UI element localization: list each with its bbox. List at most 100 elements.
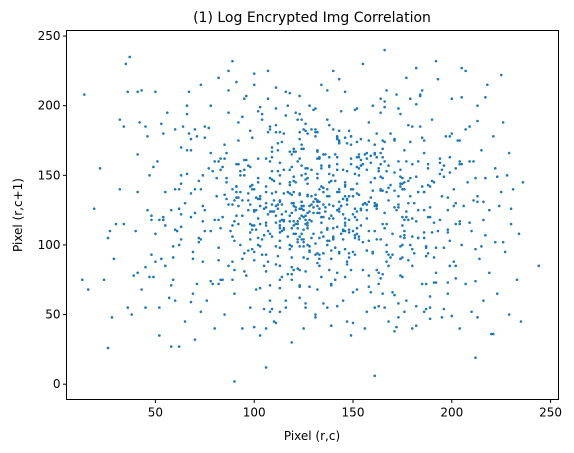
data-point bbox=[383, 306, 386, 309]
data-point bbox=[368, 230, 371, 233]
data-point bbox=[312, 232, 315, 235]
data-point bbox=[233, 292, 236, 295]
data-point bbox=[366, 209, 369, 212]
data-point bbox=[279, 231, 282, 234]
data-point bbox=[255, 288, 258, 291]
data-point bbox=[314, 131, 317, 134]
data-point bbox=[174, 228, 177, 231]
data-point bbox=[314, 316, 317, 319]
data-point bbox=[320, 167, 323, 170]
data-point bbox=[290, 278, 293, 281]
data-point bbox=[166, 111, 169, 114]
data-point bbox=[294, 232, 297, 235]
data-point bbox=[472, 160, 475, 163]
data-point bbox=[186, 173, 189, 176]
data-point bbox=[237, 121, 240, 124]
data-point bbox=[213, 327, 216, 330]
data-point bbox=[263, 265, 266, 268]
data-point bbox=[290, 273, 293, 276]
data-point bbox=[348, 252, 351, 255]
data-point bbox=[348, 231, 351, 234]
data-point bbox=[379, 97, 382, 100]
data-point bbox=[213, 219, 216, 222]
data-point bbox=[279, 131, 282, 134]
data-point bbox=[271, 235, 274, 238]
data-point bbox=[397, 107, 400, 110]
data-point bbox=[209, 280, 212, 283]
data-point bbox=[308, 245, 311, 248]
data-point bbox=[316, 205, 319, 208]
data-point bbox=[263, 234, 266, 237]
data-point bbox=[336, 163, 339, 166]
data-point bbox=[330, 249, 333, 252]
data-point bbox=[294, 150, 297, 153]
data-point bbox=[233, 269, 236, 272]
data-point bbox=[484, 177, 487, 180]
data-point bbox=[393, 189, 396, 192]
x-tick-label: 200 bbox=[440, 406, 463, 420]
data-point bbox=[377, 283, 380, 286]
data-point bbox=[354, 216, 357, 219]
data-point bbox=[441, 195, 444, 198]
data-point bbox=[429, 317, 432, 320]
data-point bbox=[283, 219, 286, 222]
data-point bbox=[170, 284, 173, 287]
data-point bbox=[342, 238, 345, 241]
data-point bbox=[217, 246, 220, 249]
data-point bbox=[520, 320, 523, 323]
data-point bbox=[391, 253, 394, 256]
data-point bbox=[196, 135, 199, 138]
data-point bbox=[326, 227, 329, 230]
data-point bbox=[458, 220, 461, 223]
data-point bbox=[308, 210, 311, 213]
data-point bbox=[288, 168, 291, 171]
data-point bbox=[403, 310, 406, 313]
data-point bbox=[285, 210, 288, 213]
data-point bbox=[423, 191, 426, 194]
data-point bbox=[421, 283, 424, 286]
data-point bbox=[316, 173, 319, 176]
data-point bbox=[494, 167, 497, 170]
data-point bbox=[160, 258, 163, 261]
data-point bbox=[393, 330, 396, 333]
data-point bbox=[373, 306, 376, 309]
data-point bbox=[474, 356, 477, 359]
data-point bbox=[237, 139, 240, 142]
data-point bbox=[241, 199, 244, 202]
data-point bbox=[458, 160, 461, 163]
data-point bbox=[113, 258, 116, 261]
data-point bbox=[395, 93, 398, 96]
data-point bbox=[304, 306, 307, 309]
chart-title: (1) Log Encrypted Img Correlation bbox=[193, 10, 431, 26]
data-point bbox=[271, 156, 274, 159]
data-point bbox=[399, 258, 402, 261]
data-point bbox=[306, 258, 309, 261]
data-point bbox=[178, 244, 181, 247]
data-point bbox=[441, 168, 444, 171]
data-point bbox=[348, 129, 351, 132]
data-point bbox=[474, 177, 477, 180]
data-point bbox=[202, 220, 205, 223]
data-point bbox=[172, 245, 175, 248]
data-point bbox=[279, 182, 282, 185]
data-point bbox=[383, 141, 386, 144]
data-point bbox=[304, 122, 307, 125]
data-point bbox=[336, 305, 339, 308]
data-point bbox=[387, 320, 390, 323]
data-point bbox=[123, 125, 126, 128]
data-point bbox=[148, 276, 151, 279]
data-point bbox=[328, 166, 331, 169]
data-point bbox=[231, 235, 234, 238]
data-point bbox=[243, 168, 246, 171]
data-point bbox=[500, 74, 503, 77]
data-point bbox=[425, 308, 428, 311]
data-point bbox=[369, 291, 372, 294]
data-point bbox=[223, 194, 226, 197]
data-point bbox=[279, 287, 282, 290]
data-point bbox=[150, 214, 153, 217]
y-tick-label: 50 bbox=[45, 308, 60, 322]
data-point bbox=[338, 207, 341, 210]
data-point bbox=[265, 191, 268, 194]
data-point bbox=[310, 195, 313, 198]
data-point bbox=[350, 269, 353, 272]
